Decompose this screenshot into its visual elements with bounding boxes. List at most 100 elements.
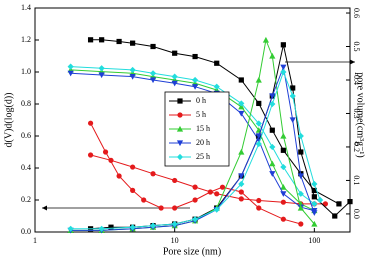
y-tick-label: 0.0 [21,227,31,236]
data-point [317,196,324,204]
data-point [191,84,199,90]
data-point [256,100,262,107]
data-point [297,190,304,197]
data-point [336,201,342,207]
data-point [269,100,276,108]
data-point [150,171,156,177]
data-point [256,205,262,211]
data-point [255,140,262,148]
data-point [98,65,105,72]
y-axis-label: d(V)d(log(d)) [3,93,14,148]
y-tick-label: 0.2 [21,195,31,204]
data-point [191,76,199,84]
data-point [238,100,245,107]
data-point [297,204,304,211]
y2-tick-label: 0.2 [352,142,361,152]
data-point [87,37,94,43]
y2-tick-label: 0.4 [352,75,361,85]
legend-label: 15 h [196,124,210,133]
data-point [280,132,287,139]
data-point [213,206,220,213]
data-point [130,164,136,170]
data-point [87,152,94,158]
data-point [238,180,245,188]
y-tick-label: 1.2 [21,35,31,44]
legend-label: 0 h [196,96,206,105]
data-point [280,68,287,76]
data-point [269,143,276,151]
data-point [98,225,105,232]
data-point [297,173,304,180]
data-point [289,117,296,124]
data-point [87,120,94,126]
data-point [171,220,178,228]
y2-tick-label: 0.0 [352,209,361,219]
data-point [347,199,353,205]
legend-marker [176,125,184,132]
data-point [172,177,178,184]
data-point [280,191,287,197]
data-point [269,52,276,59]
data-point [192,53,198,60]
data-point [129,224,136,231]
data-point [269,171,276,177]
arrow-left-head [42,205,47,211]
data-point [171,80,178,87]
y2-tick-label: 0.6 [352,8,361,18]
data-point [171,73,178,80]
data-point [322,201,329,207]
data-point [67,63,74,70]
data-point [290,85,296,91]
data-point [129,66,136,74]
arrow-right-head [350,59,355,65]
y-tick-label: 0.6 [21,131,31,140]
data-point [269,93,276,100]
x-axis-label: Pore size (nm) [163,246,221,257]
y2-tick-label: 0.5 [352,42,361,52]
data-point [192,197,198,203]
data-point [207,189,213,195]
legend-label: 20 h [196,138,210,147]
data-point [67,70,74,77]
series-line [90,122,301,225]
data-point [238,196,244,202]
y-tick-label: 0.4 [21,163,31,172]
data-point [102,149,109,155]
data-point [214,60,220,66]
data-point [129,74,136,80]
y2-axis-label: pore volume(cm³g⁻¹) [355,72,366,157]
data-point [172,205,178,211]
data-point [255,76,262,83]
data-point [130,187,136,193]
y2-tick-label: 0.1 [352,175,361,185]
data-point [298,221,304,227]
data-point [269,127,275,133]
data-point [311,194,317,200]
data-point [150,43,156,50]
data-point [311,200,318,207]
data-point [192,184,198,190]
y2-tick-label: 0.3 [352,108,361,118]
data-point [311,210,318,216]
legend-label: 5 h [196,110,206,119]
data-point [219,184,226,190]
data-point [311,180,318,188]
data-point [238,173,245,180]
legend-marker [176,140,184,147]
x-tick-label: 1 [33,236,37,245]
data-point [149,222,157,229]
series-line [70,65,315,231]
data-point [238,110,245,117]
x-tick-label: 10 [171,236,179,245]
data-point [280,163,287,171]
data-point [108,224,114,230]
data-point [213,83,220,90]
legend-marker [177,98,183,104]
plot-frame [34,7,351,233]
data-point [98,72,105,79]
data-point [149,77,157,84]
data-point [238,77,244,83]
data-point [269,160,276,167]
data-point [214,191,220,197]
